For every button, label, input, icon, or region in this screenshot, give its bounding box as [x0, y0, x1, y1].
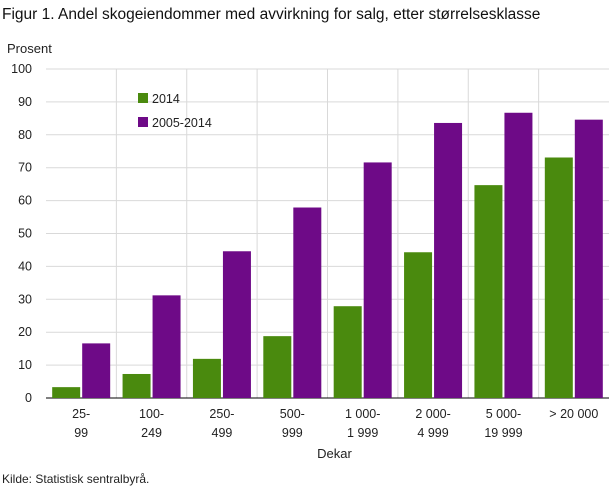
y-tick-label: 60 — [18, 194, 32, 208]
x-tick-label: 25- — [72, 407, 90, 421]
x-tick-label: 19 999 — [484, 426, 522, 440]
bar-2005-2014-4 — [363, 162, 392, 398]
x-tick-label: 2 000- — [415, 407, 450, 421]
y-tick-label: 80 — [18, 128, 32, 142]
legend-label: 2014 — [152, 92, 180, 106]
y-tick-label: 50 — [18, 227, 32, 241]
bar-2014-3 — [263, 336, 292, 398]
x-tick-label: 4 999 — [417, 426, 448, 440]
bar-2014-5 — [404, 252, 433, 398]
legend-swatch — [138, 117, 148, 127]
y-tick-label: 30 — [18, 292, 32, 306]
bars — [52, 112, 603, 399]
x-tick-label: 1 999 — [347, 426, 378, 440]
bar-2014-4 — [333, 306, 362, 398]
source-note: Kilde: Statistisk sentralbyrå. — [2, 472, 150, 486]
bar-2014-0 — [52, 387, 81, 398]
y-tick-label: 10 — [18, 358, 32, 372]
bar-2014-7 — [544, 157, 573, 398]
bar-2005-2014-0 — [82, 343, 111, 398]
legend-label: 2005-2014 — [152, 116, 212, 130]
bar-2005-2014-5 — [434, 122, 463, 399]
bar-2014-1 — [122, 373, 151, 398]
legend-swatch — [138, 93, 148, 103]
bar-2005-2014-1 — [152, 295, 181, 398]
x-axis-label: Dekar — [317, 446, 352, 461]
y-tick-label: 100 — [11, 62, 32, 76]
y-tick-label: 0 — [25, 391, 32, 405]
x-tick-label: 99 — [74, 426, 88, 440]
bar-2005-2014-2 — [222, 251, 251, 398]
y-tick-label: 90 — [18, 95, 32, 109]
bar-2005-2014-7 — [574, 119, 603, 398]
x-axis-ticks: 25- 99 100- 249 250- 499 500- 999 1 000- 1 999 2 0… — [72, 407, 598, 440]
x-tick-label: 249 — [141, 426, 162, 440]
x-tick-label: > 20 000 — [549, 407, 598, 421]
x-tick-label: 500- — [280, 407, 305, 421]
x-tick-label: 999 — [282, 426, 303, 440]
y-tick-label: 20 — [18, 325, 32, 339]
x-tick-label: 1 000- — [345, 407, 380, 421]
legend: 2014 2005-2014 — [138, 92, 212, 130]
x-tick-label: 499 — [212, 426, 233, 440]
x-tick-label: 100- — [139, 407, 164, 421]
y-axis-label: Prosent — [7, 41, 52, 56]
bar-2014-6 — [474, 185, 503, 398]
y-tick-label: 40 — [18, 259, 32, 273]
x-tick-label: 250- — [209, 407, 234, 421]
chart-title: Figur 1. Andel skogeiendommer med avvirk… — [2, 6, 541, 23]
bar-2005-2014-6 — [504, 112, 533, 398]
y-tick-label: 70 — [18, 161, 32, 175]
y-axis-ticks: 0 10 20 30 40 50 60 70 80 90 100 — [11, 62, 32, 405]
bar-2005-2014-3 — [293, 207, 322, 398]
x-tick-label: 5 000- — [486, 407, 521, 421]
bar-2014-2 — [192, 358, 221, 398]
